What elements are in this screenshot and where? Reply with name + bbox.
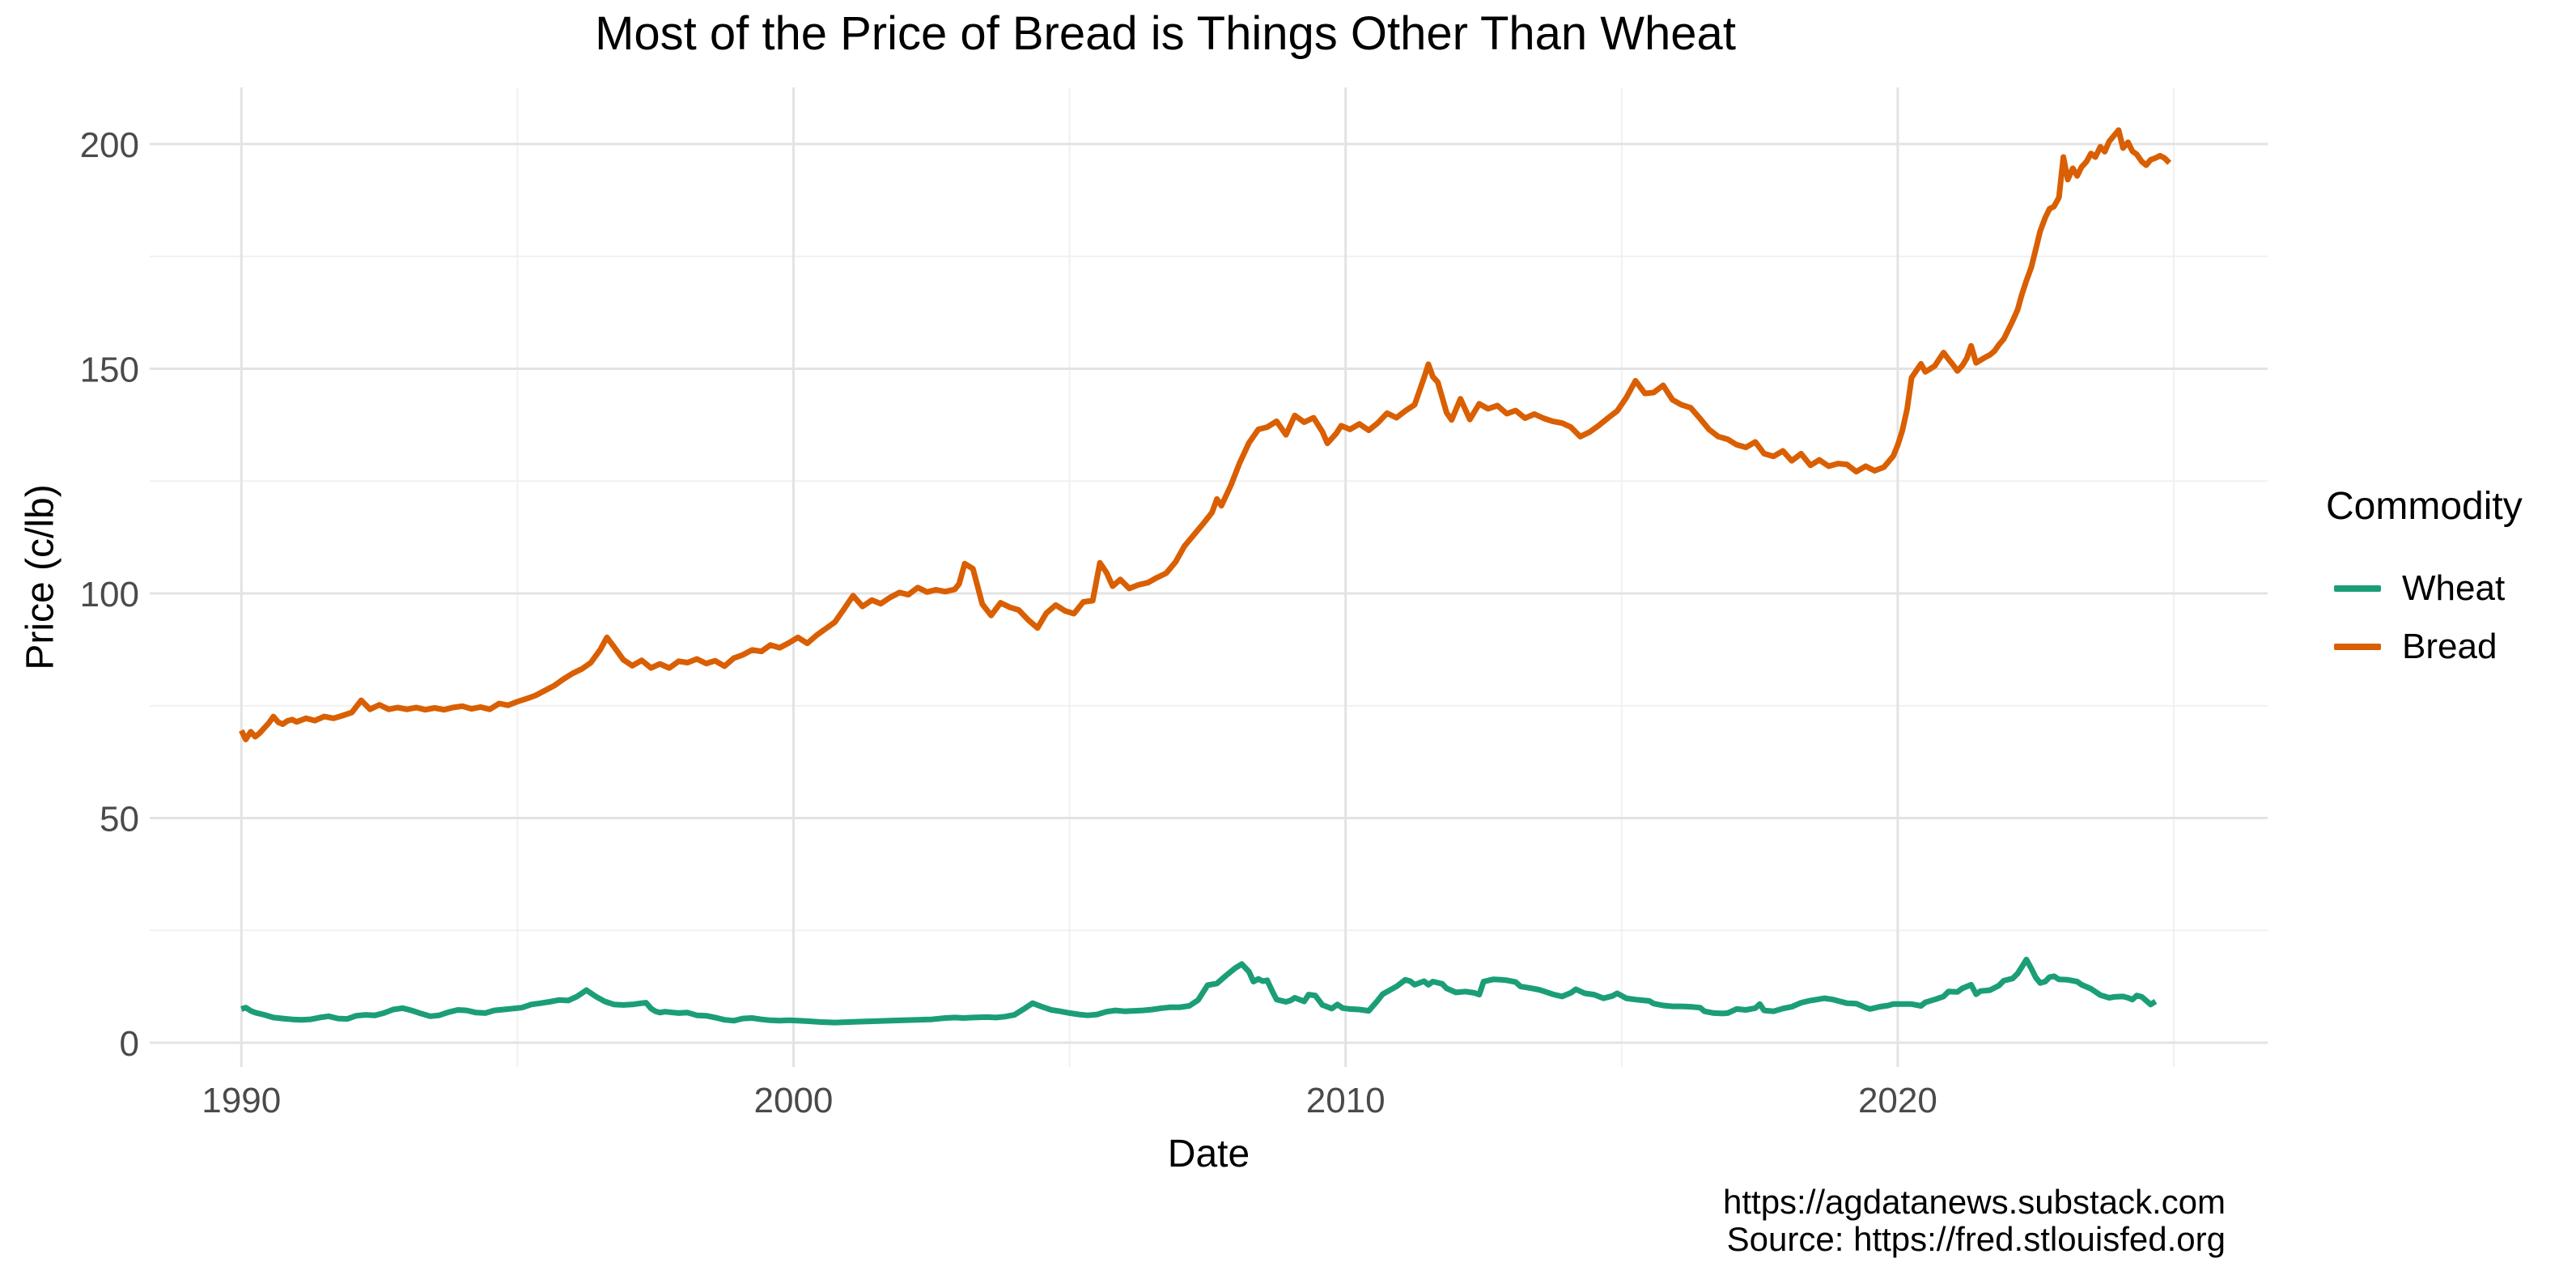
x-tick-labels: 1990 2000 2010 2020: [202, 1081, 1937, 1120]
legend-item-wheat: Wheat: [2334, 568, 2505, 609]
x-tick-label: 2020: [1858, 1081, 1937, 1120]
y-tick-label: 200: [80, 125, 139, 165]
y-tick-label: 100: [80, 575, 139, 614]
chart-title: Most of the Price of Bread is Things Oth…: [595, 7, 1736, 60]
legend: Commodity Wheat Bread: [2326, 484, 2576, 666]
bread-line-swatch-icon: [2334, 644, 2381, 650]
x-tick-label: 2010: [1306, 1081, 1386, 1120]
y-tick-labels: 0 50 100 150 200: [80, 125, 139, 1064]
legend-item-bread: Bread: [2334, 627, 2497, 667]
y-tick-label: 150: [80, 350, 139, 389]
legend-label-wheat: Wheat: [2402, 568, 2506, 608]
y-tick-label: 0: [120, 1024, 139, 1064]
wheat-line: [240, 956, 2158, 1026]
gridlines-minor: [150, 87, 2268, 1067]
gridlines-major: [150, 87, 2268, 1067]
x-tick-label: 2000: [754, 1081, 834, 1120]
source-caption: https://agdatanews.substack.com Source: …: [1723, 1184, 2226, 1258]
legend-label-bread: Bread: [2402, 627, 2497, 666]
caption-line-2: Source: https://fred.stlouisfed.org: [1726, 1220, 2226, 1258]
x-tick-label: 1990: [202, 1081, 281, 1120]
bread-line: [239, 127, 2172, 742]
y-tick-label: 50: [100, 800, 139, 840]
caption-line-1: https://agdatanews.substack.com: [1723, 1183, 2226, 1221]
x-axis-title: Date: [1167, 1133, 1250, 1175]
legend-title: Commodity: [2326, 485, 2523, 528]
y-axis-title: Price (c/lb): [19, 484, 62, 670]
wheat-line-swatch-icon: [2334, 585, 2381, 592]
